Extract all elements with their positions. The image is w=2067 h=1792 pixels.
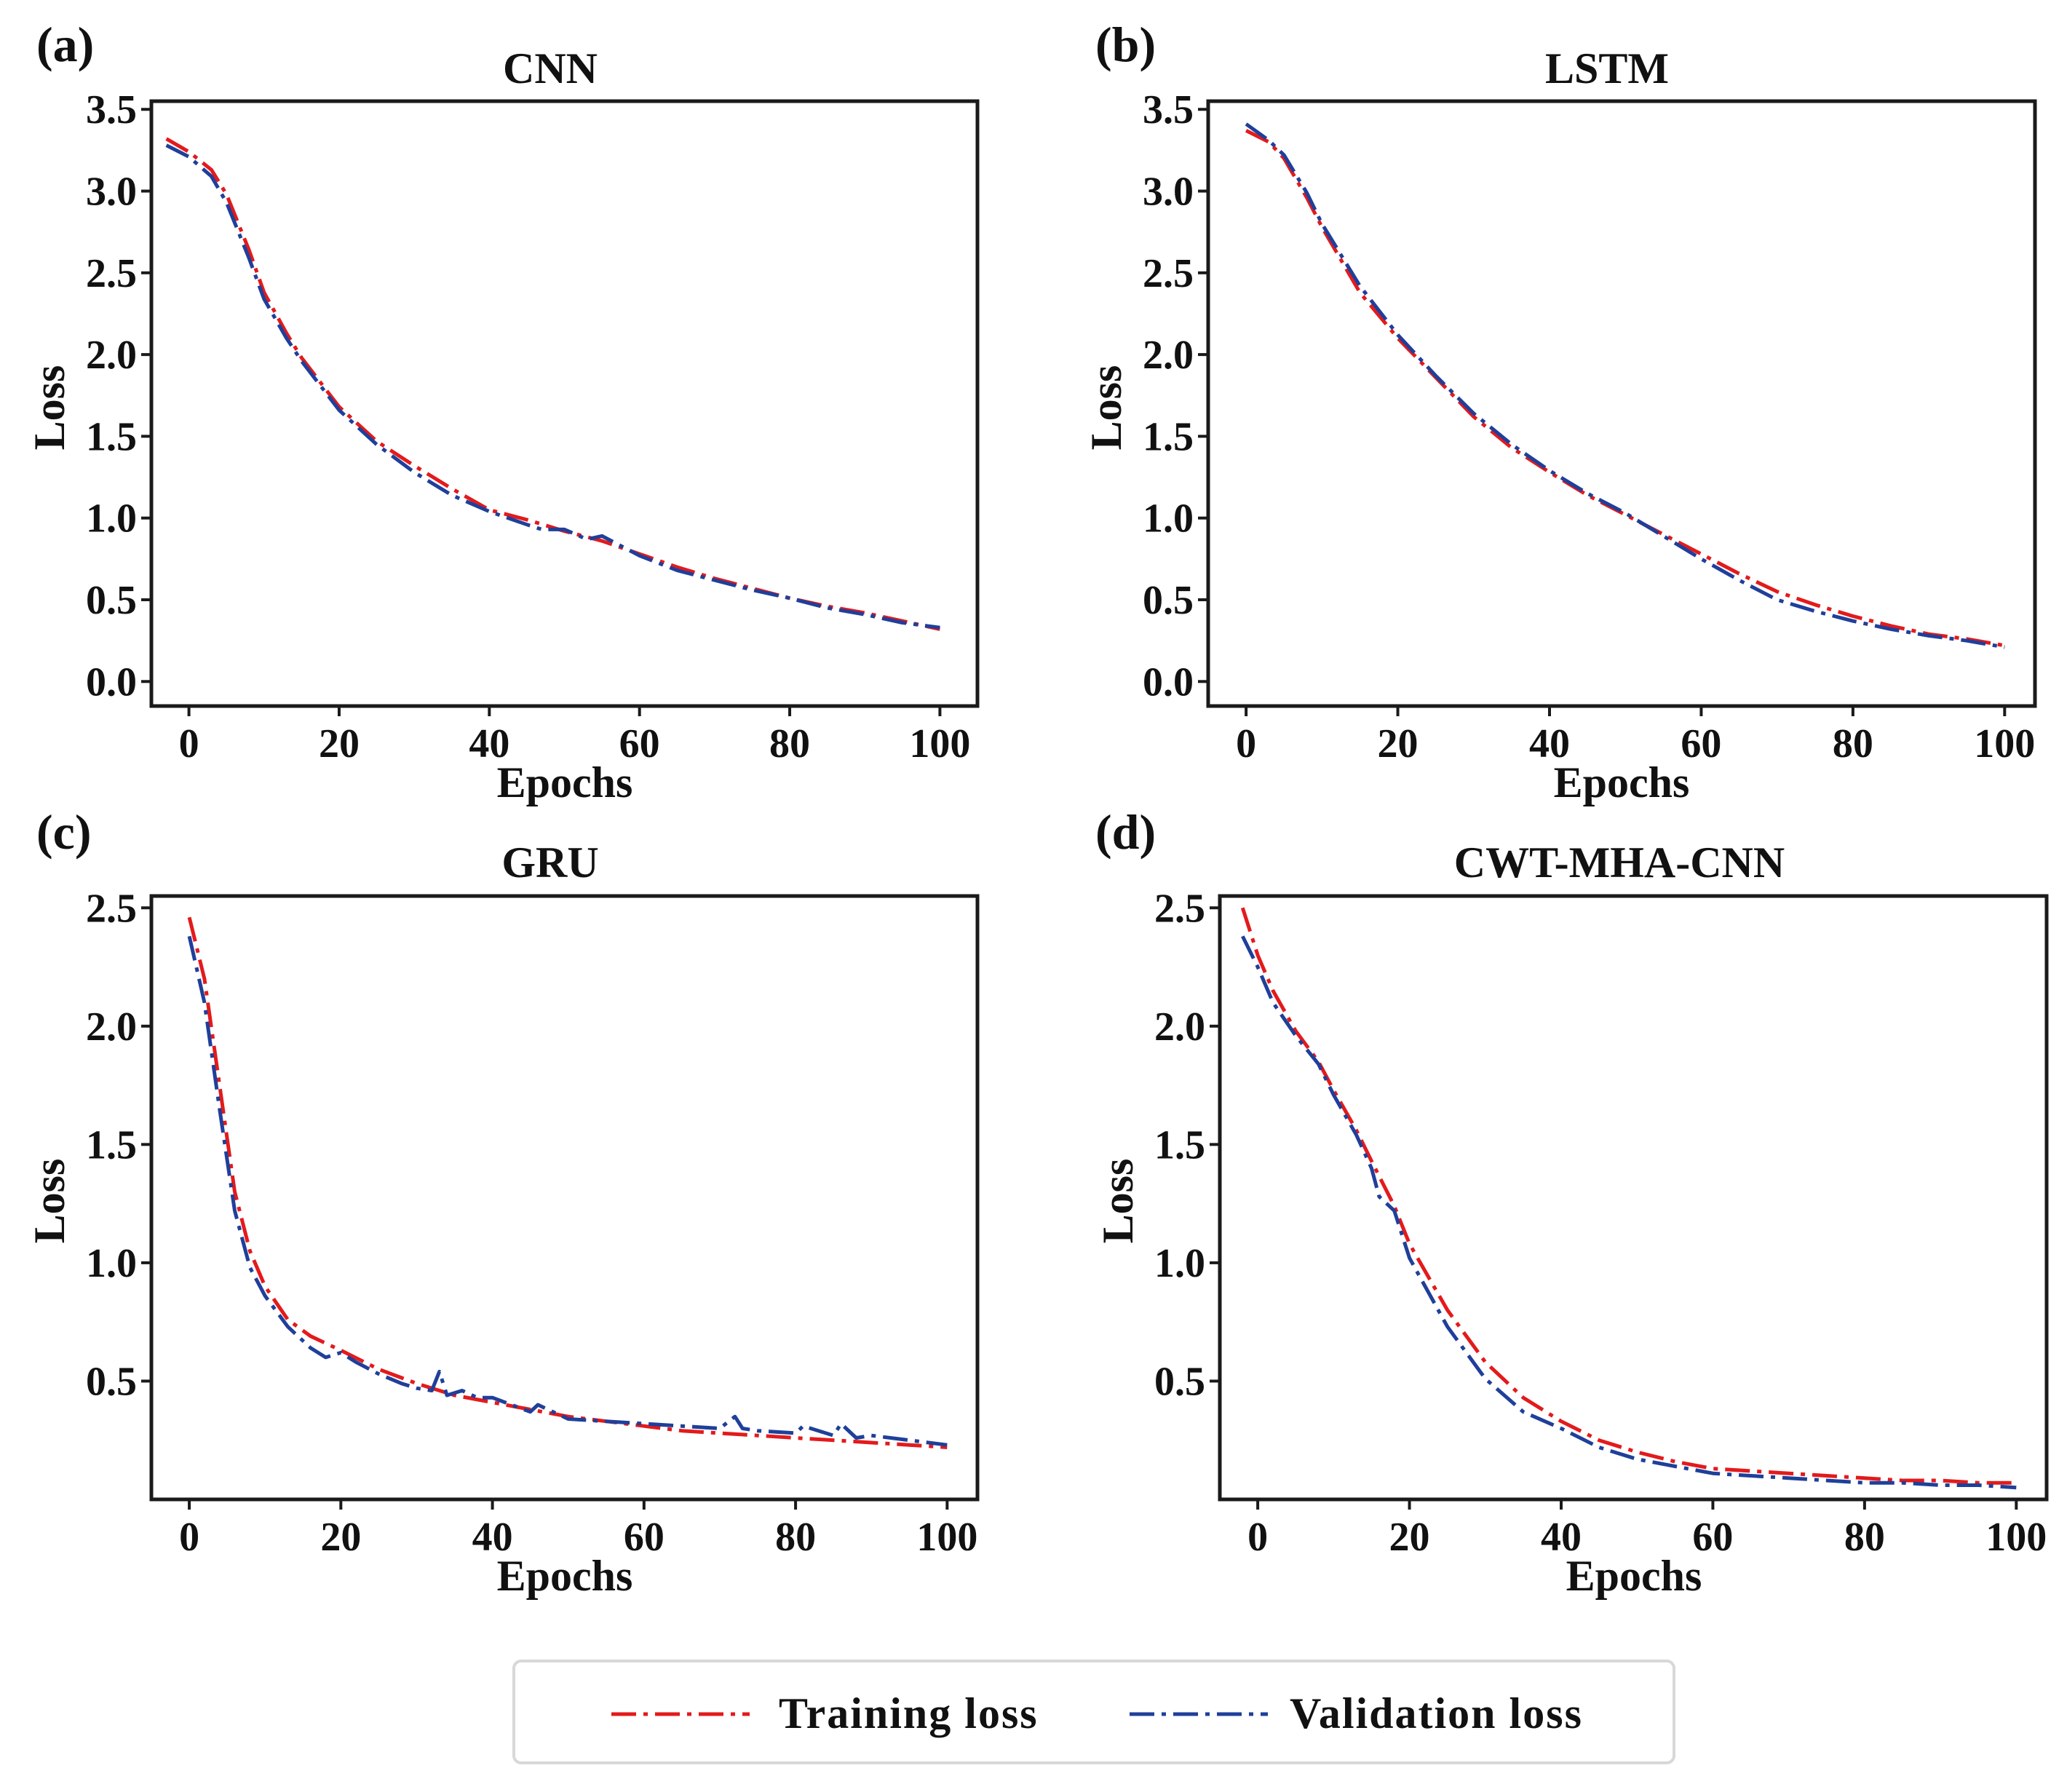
- chart-title: GRU: [501, 838, 598, 887]
- x-tick-label: 0: [1236, 721, 1256, 766]
- plot-area-frame: [149, 99, 980, 708]
- y-tick-label: 3.0: [1143, 170, 1194, 215]
- legend: Training loss Validation loss: [512, 1660, 1675, 1764]
- x-tick-label: 100: [1974, 721, 2035, 766]
- legend-box: [512, 1660, 1675, 1764]
- y-tick-label: 1.0: [86, 496, 137, 542]
- x-tick-label: 40: [469, 721, 509, 766]
- x-axis-label: Epochs: [1566, 1552, 1702, 1600]
- x-tick-label: 60: [619, 721, 660, 766]
- y-tick-label: 0.5: [1143, 578, 1194, 623]
- y-tick-label: 1.5: [1143, 414, 1194, 459]
- panel-d-cwt-mha-cnn: (d) CWT-MHA-CNN Epochs Loss 0 20 40 60 80 100…: [1094, 804, 2049, 1600]
- chart-title: LSTM: [1545, 44, 1669, 92]
- x-tick-label: 100: [1985, 1515, 2047, 1560]
- x-tick-label: 40: [1541, 1515, 1582, 1560]
- y-tick-label: 0.0: [86, 659, 137, 705]
- plot-area-frame: [149, 894, 980, 1502]
- y-tick-label: 0.0: [1143, 659, 1194, 705]
- x-tick-label: 0: [1247, 1515, 1268, 1560]
- y-tick-label: 2.5: [86, 886, 137, 931]
- y-tick-label: 1.5: [86, 1122, 137, 1167]
- y-axis-label: Loss: [25, 365, 74, 451]
- chart-title: CNN: [503, 44, 598, 92]
- panel-label: (d): [1095, 804, 1156, 860]
- y-tick-label: 1.0: [86, 1241, 137, 1286]
- plot-area-frame: [1206, 99, 2037, 708]
- panel-a-cnn: (a) CNN Epochs Loss 0 20 40 60 80 100 0.0 0.5 1.…: [25, 17, 980, 806]
- y-tick-label: 2.0: [1154, 1004, 1205, 1050]
- y-tick-label: 1.5: [86, 414, 137, 459]
- y-tick-label: 2.0: [86, 1004, 137, 1050]
- y-tick-label: 2.5: [1143, 251, 1194, 296]
- training-loss-line: [165, 137, 940, 631]
- y-tick-label: 3.5: [86, 87, 137, 132]
- x-tick-label: 100: [916, 1515, 977, 1560]
- x-axis-label: Epochs: [497, 758, 633, 806]
- x-tick-label: 60: [1681, 721, 1721, 766]
- y-tick-label: 1.0: [1143, 496, 1194, 542]
- x-tick-label: 60: [624, 1515, 664, 1560]
- panel-label: (c): [36, 804, 91, 860]
- legend-validation-label: Validation loss: [1290, 1689, 1583, 1737]
- y-tick-label: 2.5: [86, 251, 137, 296]
- validation-loss-line: [165, 143, 940, 630]
- training-loss-line: [1240, 907, 2017, 1485]
- x-tick-label: 20: [320, 1515, 361, 1560]
- y-tick-label: 2.0: [1143, 333, 1194, 378]
- y-tick-label: 1.5: [1154, 1122, 1205, 1167]
- x-tick-label: 20: [319, 721, 360, 766]
- y-tick-label: 0.5: [1154, 1359, 1205, 1404]
- y-axis-label: Loss: [1094, 1159, 1142, 1244]
- panel-b-lstm: (b) LSTM Epochs Loss 0 20 40 60 80 100 0.0 0.5 1…: [1082, 17, 2037, 806]
- x-axis-label: Epochs: [497, 1552, 633, 1600]
- x-tick-label: 0: [179, 1515, 199, 1560]
- y-tick-label: 2.0: [86, 333, 137, 378]
- x-tick-label: 80: [775, 1515, 816, 1560]
- x-tick-label: 0: [179, 721, 199, 766]
- x-tick-label: 40: [472, 1515, 513, 1560]
- x-tick-label: 20: [1378, 721, 1419, 766]
- x-tick-label: 20: [1389, 1515, 1430, 1560]
- validation-loss-line: [1245, 122, 2005, 649]
- panel-c-gru: (c) GRU Epochs Loss 0 20 40 60 80 100 0.5 1.0 1.…: [25, 804, 980, 1600]
- panel-label: (b): [1095, 17, 1156, 72]
- chart-title: CWT-MHA-CNN: [1454, 838, 1785, 887]
- plot-area-frame: [1218, 894, 2049, 1502]
- x-tick-label: 80: [1833, 721, 1873, 766]
- y-tick-label: 0.5: [86, 1359, 137, 1404]
- x-tick-label: 100: [909, 721, 970, 766]
- legend-training-label: Training loss: [779, 1689, 1039, 1737]
- y-tick-label: 2.5: [1154, 886, 1205, 931]
- panel-label: (a): [36, 17, 94, 72]
- validation-loss-line: [1241, 935, 2017, 1490]
- training-loss-line: [1245, 129, 2005, 648]
- x-tick-label: 60: [1692, 1515, 1733, 1560]
- y-tick-label: 0.5: [86, 578, 137, 623]
- x-tick-label: 80: [1844, 1515, 1885, 1560]
- x-axis-label: Epochs: [1554, 758, 1690, 806]
- y-axis-label: Loss: [1082, 365, 1130, 451]
- y-axis-label: Loss: [25, 1159, 74, 1244]
- validation-loss-line: [187, 935, 948, 1447]
- training-loss-line: [187, 916, 948, 1449]
- x-tick-label: 80: [769, 721, 810, 766]
- y-tick-label: 3.5: [1143, 87, 1194, 132]
- y-tick-label: 3.0: [86, 170, 137, 215]
- y-tick-label: 1.0: [1154, 1241, 1205, 1286]
- x-tick-label: 40: [1529, 721, 1570, 766]
